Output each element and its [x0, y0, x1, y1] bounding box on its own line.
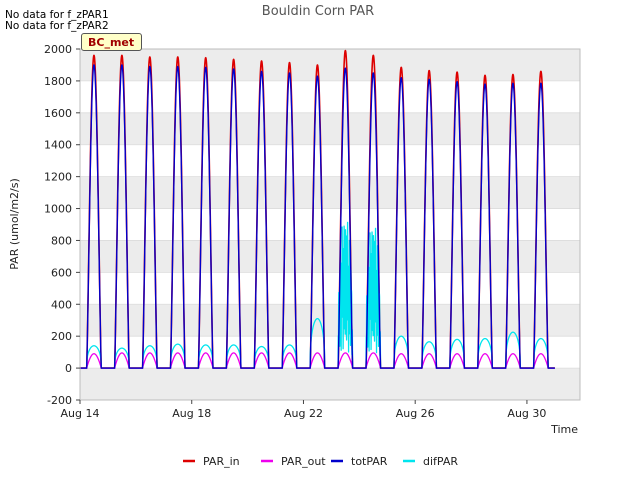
x-tick-label: Aug 14 — [61, 407, 100, 420]
y-tick-label: 1400 — [44, 139, 72, 152]
legend-label-PAR_out: PAR_out — [281, 455, 326, 468]
no-data-note-1: No data for f_zPAR1 — [5, 9, 109, 21]
chart-title: Bouldin Corn PAR — [262, 4, 374, 19]
y-tick-label: 2000 — [44, 43, 72, 56]
legend-label-difPAR: difPAR — [423, 455, 458, 468]
x-tick-label: Aug 26 — [396, 407, 435, 420]
y-tick-label: 0 — [65, 362, 72, 375]
x-axis: Aug 14 Aug 18 Aug 22 Aug 26 Aug 30 — [61, 400, 546, 420]
site-badge: BC_met — [81, 33, 143, 51]
legend-label-PAR_in: PAR_in — [203, 455, 240, 468]
plot-area — [79, 49, 556, 369]
y-tick-label: -200 — [47, 394, 72, 407]
y-tick-label: 1200 — [44, 171, 72, 184]
band — [80, 176, 580, 209]
band — [80, 368, 580, 400]
x-tick-label: Aug 18 — [172, 407, 211, 420]
legend-label-totPAR: totPAR — [351, 455, 388, 468]
y-axis: -200 0 200 400 600 800 1000 1200 1400 1600 1800 200… — [44, 43, 80, 407]
x-tick-label: Aug 30 — [507, 407, 546, 420]
plot-frame — [79, 48, 581, 401]
y-tick-label: 200 — [51, 330, 72, 343]
band — [80, 240, 580, 273]
background-bands — [80, 49, 580, 400]
y-tick-label: 1000 — [44, 203, 72, 216]
legend: PAR_in PAR_out totPAR difPAR — [183, 455, 458, 468]
y-tick-label: 400 — [51, 298, 72, 311]
no-data-note-2: No data for f_zPAR2 — [5, 20, 109, 32]
band — [80, 49, 580, 81]
series-PAR_out — [79, 352, 556, 369]
series-totPAR — [79, 64, 556, 369]
band — [80, 304, 580, 337]
y-axis-label: PAR (umol/m2/s) — [8, 178, 21, 270]
x-tick-label: Aug 22 — [284, 407, 323, 420]
x-axis-label: Time — [550, 423, 578, 436]
y-tick-label: 600 — [51, 266, 72, 279]
y-tick-label: 1800 — [44, 75, 72, 88]
y-tick-label: 800 — [51, 234, 72, 247]
y-tick-label: 1600 — [44, 107, 72, 120]
band — [80, 112, 580, 145]
